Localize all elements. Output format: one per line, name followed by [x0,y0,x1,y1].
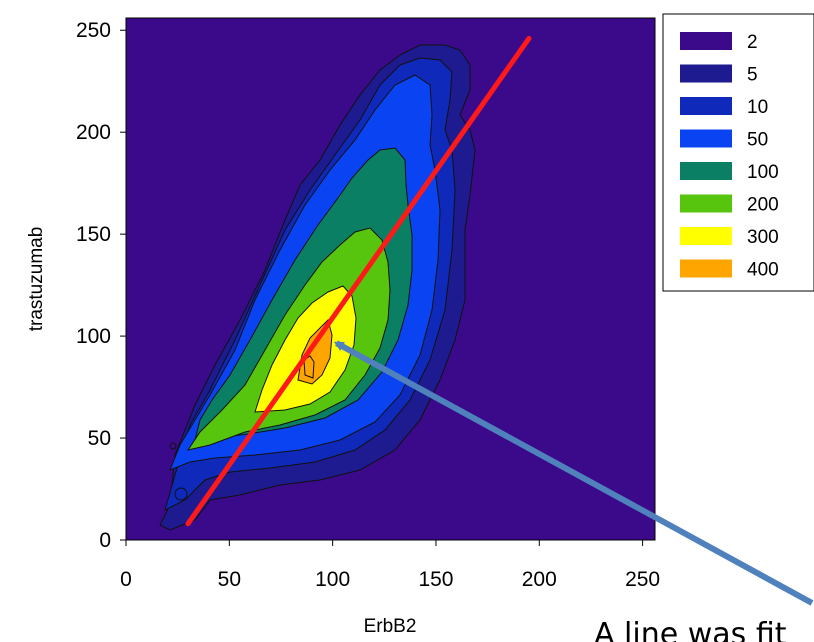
y-tick-label: 250 [76,19,111,42]
annotation-text: A line was fit [594,617,787,642]
contour-bands [159,44,476,531]
y-tick-label: 200 [76,121,111,144]
legend-swatch [680,162,732,180]
legend-label: 100 [747,162,779,183]
y-tick-label: 50 [88,427,111,450]
fit-line [185,35,532,527]
y-tick-label: 0 [99,529,111,552]
y-tick-label: 150 [76,223,111,246]
x-tick-label: 200 [522,568,557,591]
legend-swatch [680,64,732,83]
legend-label: 2 [747,32,758,53]
legend: 2 5 10 50 100 200 300 400 [662,13,814,292]
legend-label: 300 [747,227,779,248]
legend-swatch [680,194,732,213]
x-tick-label: 250 [625,568,660,591]
legend-swatch [680,97,732,115]
legend-label: 400 [747,260,779,281]
legend-box [662,13,814,292]
legend-label: 10 [747,97,768,118]
legend-label: 200 [747,195,779,216]
y-tick-label: 100 [76,325,111,348]
x-tick-label: 50 [218,568,241,591]
plot-frame [125,17,656,541]
legend-swatch [680,227,732,245]
legend-swatch [680,129,732,148]
x-tick-label: 100 [315,568,350,591]
x-tick-label: 150 [418,568,453,591]
x-axis: 0 50 100 150 200 250 [120,540,660,591]
legend-swatch [680,32,732,50]
y-axis: 0 50 100 150 200 250 [76,19,126,552]
legend-label: 50 [747,130,768,151]
annotation-arrow [333,340,814,606]
legend-label: 5 [747,65,758,86]
y-axis-label: trastuzumab [26,227,47,332]
x-axis-label: ErbB2 [364,616,417,637]
contour-speck-1 [174,487,188,501]
contour-speck-2 [169,442,177,450]
x-tick-label: 0 [120,568,132,591]
legend-swatch [680,259,732,278]
